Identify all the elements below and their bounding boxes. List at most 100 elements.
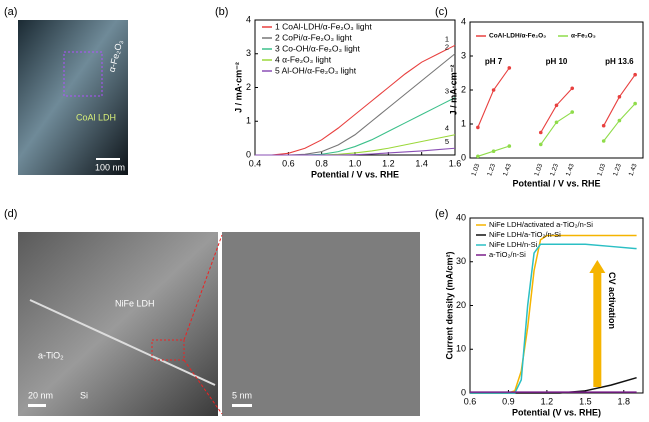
marker — [554, 103, 559, 108]
line — [540, 111, 573, 145]
annotation: pH 13.6 — [605, 57, 634, 66]
marker — [538, 130, 543, 135]
curve-label: 5 — [445, 137, 449, 146]
x-tick-label: 1.23 — [612, 163, 623, 178]
micrograph — [18, 232, 218, 416]
line — [255, 147, 456, 156]
image-label: a-TiO₂ — [38, 350, 64, 360]
x-tick-label: 1.43 — [628, 163, 639, 178]
image-label: NiFe LDH — [115, 298, 155, 308]
x-tick-label: 1.43 — [502, 163, 513, 178]
line — [470, 376, 637, 394]
y-tick-label: 2 — [461, 84, 466, 94]
zoom-box — [151, 339, 185, 361]
legend-label: a-TiO₂/n-Si — [489, 250, 526, 259]
marker — [507, 144, 512, 148]
y-tick-label: 4 — [246, 14, 251, 24]
x-tick-label: 1.5 — [579, 396, 592, 406]
marker — [491, 149, 496, 153]
line — [540, 87, 573, 133]
x-tick-label: 0.8 — [315, 158, 328, 168]
panel-label: (d) — [4, 208, 17, 220]
legend-label: 1 CoAl-LDH/α-Fe₂O₃ light — [275, 21, 372, 31]
x-tick-label: 1.4 — [415, 158, 428, 168]
y-tick-label: 0 — [461, 387, 466, 397]
y-tick-label: 40 — [456, 212, 466, 222]
interface — [29, 299, 216, 386]
legend-label: NiFe LDH/n-Si — [489, 240, 538, 249]
image-label: CoAl LDH — [76, 112, 116, 122]
marker — [491, 88, 496, 92]
line — [470, 243, 637, 394]
annotation: pH 10 — [546, 57, 568, 66]
y-tick-label: 0 — [246, 149, 251, 159]
x-tick-label: 0.4 — [249, 158, 262, 168]
scale-bar — [28, 404, 46, 407]
y-tick-label: 2 — [246, 82, 251, 92]
x-tick-label: 1.03 — [596, 163, 607, 178]
marker — [633, 72, 637, 77]
scale-bar — [96, 158, 120, 160]
y-axis-label: J / mA·cm⁻² — [233, 62, 243, 113]
x-tick-label: 1.2 — [382, 158, 395, 168]
zoom-line — [183, 234, 223, 341]
x-axis-label: Potential / V vs. RHE — [311, 169, 399, 179]
x-tick-label: 1.03 — [470, 163, 481, 178]
scale-bar — [232, 404, 252, 407]
marker — [476, 154, 480, 159]
micrograph — [222, 232, 420, 416]
marker — [617, 95, 622, 99]
y-tick-label: 1 — [246, 116, 251, 126]
plot-frame — [469, 21, 644, 159]
panel-label: (e) — [435, 208, 448, 220]
scale-label: 5 nm — [232, 390, 252, 400]
scale-label: 100 nm — [95, 162, 125, 172]
legend-label: 4 α-Fe₂O₃ light — [275, 54, 332, 64]
panel-label: (c) — [435, 6, 448, 18]
legend-label: 3 Co-OH/α-Fe₂O₃ light — [275, 43, 361, 53]
y-axis-label: Current density (mA/cm²) — [444, 251, 454, 359]
panel-label: (b) — [215, 6, 228, 18]
y-tick-label: 20 — [456, 300, 466, 310]
micrograph — [18, 20, 128, 175]
legend-label: α-Fe₂O₃ — [571, 33, 596, 40]
curve-label: 4 — [445, 124, 449, 133]
line — [255, 97, 456, 156]
legend-label: NiFe LDH/activated a-TiO₂/n-Si — [489, 220, 593, 229]
x-tick-label: 0.9 — [502, 396, 515, 406]
zoom-line — [183, 359, 223, 415]
marker — [507, 66, 512, 70]
legend-label: CoAl-LDH/α-Fe₂O₃ — [489, 33, 546, 40]
x-tick-label: 1.03 — [533, 163, 544, 178]
y-tick-label: 30 — [456, 256, 466, 266]
y-tick-label: 4 — [461, 16, 466, 26]
marker — [601, 123, 606, 128]
curve-label: 2 — [445, 43, 449, 52]
y-tick-label: 1 — [461, 118, 466, 128]
panel-label: (a) — [4, 6, 17, 18]
x-tick-label: 1.0 — [349, 158, 362, 168]
x-axis-label: Potential (V vs. RHE) — [512, 407, 601, 417]
x-tick-label: 0.6 — [282, 158, 295, 168]
arrow — [589, 260, 606, 387]
marker — [617, 118, 622, 123]
marker — [570, 110, 575, 114]
annotation: pH 7 — [485, 57, 503, 66]
legend-label: 2 CoPi/α-Fe₂O₃ light — [275, 32, 353, 42]
line — [470, 234, 637, 394]
y-tick-label: 3 — [246, 48, 251, 58]
x-tick-label: 1.8 — [618, 396, 631, 406]
line — [255, 134, 456, 156]
line — [477, 67, 510, 128]
image-label: Si — [80, 390, 88, 400]
curve-label: 1 — [445, 34, 449, 43]
x-tick-label: 1.2 — [541, 396, 554, 406]
y-tick-label: 3 — [461, 50, 466, 60]
x-tick-label: 1.23 — [549, 163, 560, 178]
x-tick-label: 1.6 — [449, 158, 462, 168]
x-tick-label: 0.6 — [464, 396, 477, 406]
line — [255, 44, 456, 156]
scale-label: 20 nm — [28, 390, 53, 400]
marker — [570, 86, 575, 91]
